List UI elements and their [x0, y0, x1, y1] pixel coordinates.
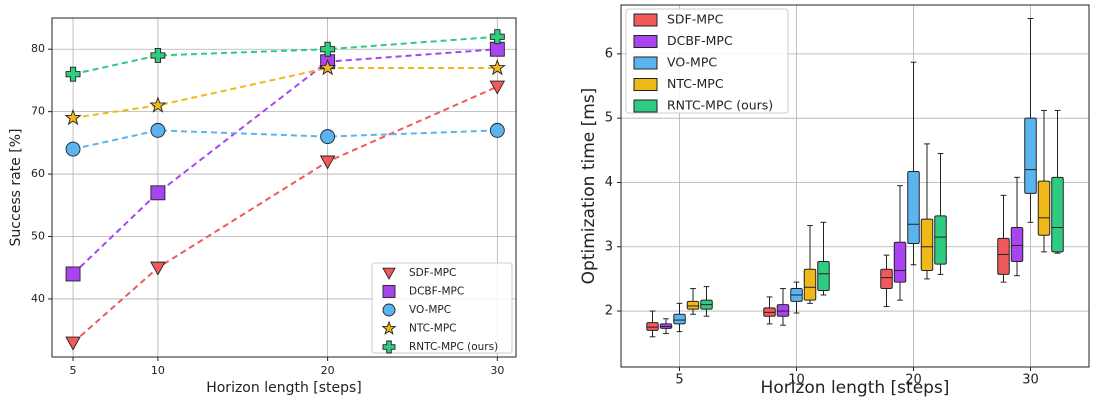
- marker: [149, 96, 167, 113]
- marker: [381, 320, 397, 335]
- box: [920, 218, 934, 272]
- y-axis-label: Optimization time [ms]: [579, 88, 599, 285]
- x-tick-label: 5: [675, 373, 683, 388]
- y-axis-label: Success rate [%]: [8, 129, 24, 247]
- legend-label: VO-MPC: [667, 55, 717, 70]
- marker: [150, 261, 166, 276]
- marker: [382, 340, 396, 354]
- x-tick-label: 10: [151, 364, 165, 377]
- y-tick-label: 80: [31, 42, 45, 55]
- box: [1037, 180, 1051, 236]
- legend-label: RNTC-MPC (ours): [409, 341, 498, 353]
- legend-label: VO-MPC: [409, 304, 451, 316]
- series-line: [72, 66, 498, 119]
- legend-swatch: [633, 13, 658, 27]
- series-line: [72, 48, 498, 275]
- box: [1010, 226, 1024, 263]
- marker: [382, 303, 396, 317]
- box: [817, 261, 830, 291]
- x-tick-label: 30: [1022, 373, 1039, 388]
- box: [907, 171, 920, 245]
- y-tick-label: 50: [31, 230, 45, 243]
- box: [776, 304, 790, 317]
- marker: [64, 108, 82, 126]
- series-line: [72, 35, 498, 76]
- marker: [382, 285, 396, 298]
- marker: [150, 48, 166, 63]
- box: [646, 322, 659, 331]
- y-tick-label: 70: [31, 105, 45, 118]
- marker: [319, 58, 337, 76]
- legend-label: NTC-MPC: [667, 76, 724, 91]
- marker: [150, 122, 166, 138]
- x-tick-label: 30: [490, 364, 504, 377]
- legend-label: NTC-MPC: [409, 323, 457, 335]
- marker: [489, 29, 505, 45]
- x-tick-label: 20: [321, 364, 335, 377]
- y-tick-label: 40: [31, 292, 45, 305]
- marker: [320, 41, 336, 57]
- legend-swatch: [633, 99, 658, 113]
- legend-label: DCBF-MPC: [409, 286, 464, 298]
- plot-frame: [620, 4, 1090, 368]
- y-tick-label: 60: [31, 167, 45, 180]
- legend-box: [625, 8, 789, 114]
- marker: [65, 266, 81, 282]
- marker: [489, 80, 506, 95]
- y-tick-label: 3: [605, 239, 613, 254]
- box: [880, 268, 893, 290]
- x-tick-label: 20: [905, 373, 922, 388]
- series-line: [72, 85, 498, 344]
- y-tick-label: 5: [605, 111, 613, 126]
- x-tick-label: 10: [788, 373, 805, 388]
- y-tick-label: 4: [605, 175, 613, 190]
- box: [1024, 117, 1037, 194]
- box: [893, 241, 907, 283]
- legend-swatch: [633, 35, 658, 48]
- marker: [65, 336, 81, 351]
- legend-label: DCBF-MPC: [667, 33, 733, 48]
- x-tick-label: 5: [70, 364, 77, 377]
- y-tick-label: 2: [605, 304, 613, 319]
- series-line: [72, 129, 498, 151]
- box: [1051, 176, 1064, 253]
- box: [673, 313, 686, 325]
- marker: [320, 129, 336, 145]
- legend-label: RNTC-MPC (ours): [667, 98, 773, 113]
- legend-swatch: [633, 56, 658, 70]
- marker: [489, 41, 505, 57]
- plot-frame: [51, 17, 517, 358]
- box: [686, 300, 700, 310]
- legend-swatch: [633, 78, 658, 91]
- legend-label: SDF-MPC: [667, 12, 724, 27]
- box: [997, 237, 1010, 275]
- marker: [488, 58, 506, 76]
- y-tick-label: 6: [605, 46, 613, 61]
- box: [803, 268, 817, 301]
- marker: [65, 66, 81, 82]
- marker: [319, 155, 336, 170]
- marker: [65, 141, 81, 157]
- x-axis-label: Horizon length [steps]: [761, 378, 950, 398]
- legend-box: [371, 262, 513, 354]
- legend-label: SDF-MPC: [409, 267, 456, 279]
- box: [934, 215, 947, 265]
- marker: [489, 122, 505, 138]
- marker: [382, 267, 396, 280]
- x-axis-label: Horizon length [steps]: [206, 380, 362, 396]
- marker: [150, 185, 166, 201]
